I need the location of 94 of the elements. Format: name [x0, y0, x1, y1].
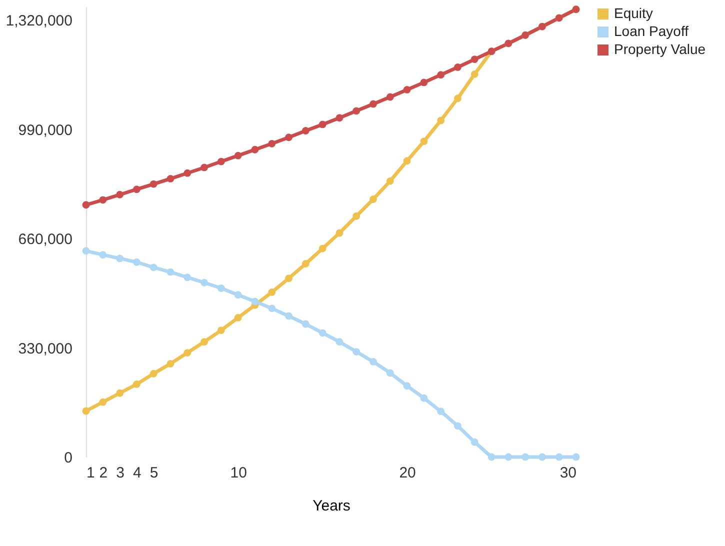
point	[217, 326, 225, 334]
point	[370, 100, 377, 108]
point	[437, 116, 445, 124]
point	[538, 453, 546, 461]
point	[302, 260, 310, 268]
x-tick-label: 4	[133, 464, 142, 482]
y-tick-label: 0	[64, 450, 72, 466]
point	[352, 107, 360, 115]
x-tick-label: 2	[99, 464, 108, 482]
point	[99, 398, 107, 406]
point	[504, 453, 512, 461]
point	[116, 254, 124, 262]
point	[82, 247, 90, 255]
point	[352, 212, 360, 220]
point	[370, 358, 377, 366]
point	[403, 86, 411, 94]
point	[132, 380, 140, 388]
y-tick-label: 660,000	[18, 231, 72, 248]
point	[99, 196, 107, 204]
point	[488, 453, 496, 461]
point	[99, 251, 107, 259]
point	[454, 422, 462, 430]
legend-label: Equity	[614, 5, 653, 21]
point	[150, 370, 158, 378]
legend-label: Property Value	[614, 41, 706, 57]
point	[166, 268, 174, 276]
point	[200, 164, 208, 172]
point	[403, 157, 411, 165]
point	[268, 304, 276, 312]
point	[420, 394, 428, 402]
x-axis-title: Years	[312, 498, 350, 514]
point	[318, 120, 326, 128]
point	[166, 175, 174, 182]
point	[302, 320, 310, 328]
point	[336, 338, 344, 346]
x-tick-label: 30	[560, 464, 576, 482]
point	[470, 56, 478, 63]
point	[336, 229, 344, 237]
point	[251, 298, 259, 306]
point	[470, 70, 478, 78]
x-tick-label: 10	[230, 464, 247, 482]
point	[217, 284, 225, 292]
point	[184, 349, 192, 356]
point	[132, 258, 140, 266]
x-tick-label: 3	[116, 464, 124, 482]
point	[437, 408, 445, 416]
x-tick-label: 20	[399, 464, 416, 482]
x-tick-label: 1	[86, 464, 95, 482]
point	[251, 146, 259, 154]
point	[268, 288, 276, 296]
point	[302, 127, 310, 134]
point	[82, 201, 90, 209]
point	[285, 274, 292, 282]
point	[318, 329, 326, 337]
point	[403, 382, 411, 390]
point	[370, 196, 377, 203]
point	[386, 369, 394, 377]
point	[420, 138, 428, 146]
point	[437, 71, 445, 79]
point	[166, 360, 174, 368]
point	[150, 180, 158, 188]
point	[200, 278, 208, 286]
point	[386, 177, 394, 185]
point	[184, 274, 192, 282]
point	[386, 93, 394, 101]
point	[522, 453, 530, 461]
point	[336, 114, 344, 122]
point	[352, 348, 360, 356]
point	[555, 453, 563, 461]
point	[318, 244, 326, 252]
point	[572, 453, 580, 461]
y-tick-label: 990,000	[18, 122, 72, 139]
point	[150, 264, 158, 272]
point	[285, 312, 292, 320]
point	[184, 169, 192, 177]
point	[234, 291, 242, 299]
point	[285, 134, 292, 142]
y-tick-label: 1,320,000	[6, 12, 72, 30]
point	[454, 94, 462, 102]
point	[454, 64, 462, 71]
point	[132, 186, 140, 194]
point	[217, 158, 225, 166]
legend-label: Loan Payoff	[614, 23, 689, 39]
point	[116, 389, 124, 397]
point	[234, 152, 242, 160]
y-tick-label: 330,000	[18, 340, 72, 358]
point	[82, 407, 90, 415]
point	[200, 338, 208, 346]
point	[234, 314, 242, 322]
point	[268, 140, 276, 148]
point	[420, 78, 428, 86]
point	[116, 190, 124, 198]
point	[470, 438, 478, 446]
x-tick-label: 5	[150, 464, 158, 482]
